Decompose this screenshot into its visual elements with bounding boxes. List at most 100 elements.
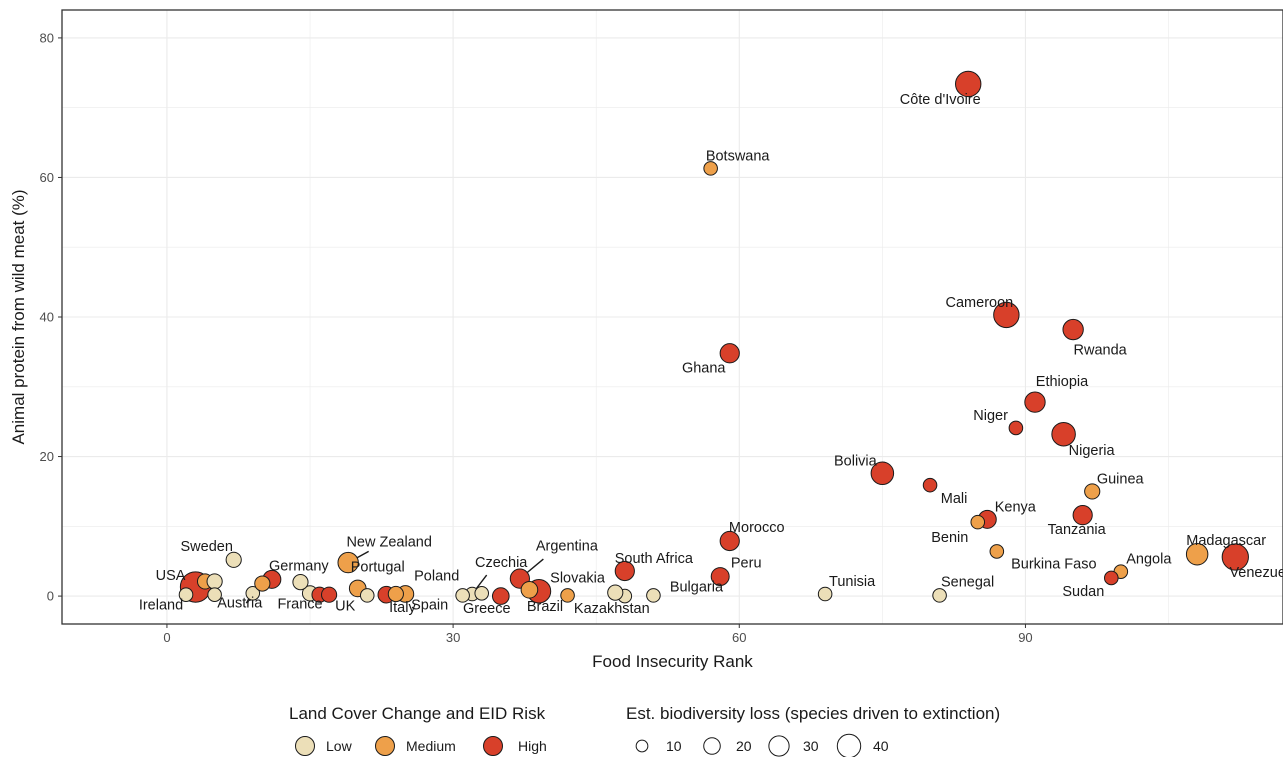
size-legend-items: 10 20 30 40 [635, 733, 889, 757]
size-legend-key [836, 733, 862, 757]
point-label: Bolivia [834, 453, 878, 469]
data-point [719, 530, 740, 552]
point-label: Morocco [729, 520, 785, 536]
data-point [359, 588, 375, 603]
data-point [474, 586, 490, 601]
color-legend-label: High [518, 738, 547, 754]
data-point [560, 588, 575, 603]
size-legend-key [768, 735, 790, 757]
point-label: Italy [389, 600, 416, 616]
data-point [337, 551, 359, 574]
data-point [922, 477, 938, 493]
data-point [254, 575, 271, 592]
point-label: UK [335, 598, 355, 614]
data-point [1185, 542, 1209, 566]
data-point [989, 544, 1005, 559]
data-point [455, 588, 470, 603]
point-label: Ireland [139, 598, 183, 614]
point-label: Senegal [941, 574, 994, 590]
color-legend-items: Low Medium High [295, 736, 547, 756]
point-label: South Africa [615, 551, 694, 567]
point-label: Niger [973, 408, 1008, 424]
data-point [206, 573, 223, 590]
point-label: Ghana [682, 360, 726, 376]
x-axis-title: Food Insecurity Rank [592, 652, 753, 671]
color-legend-title: Land Cover Change and EID Risk [289, 704, 546, 723]
size-legend-label: 30 [803, 738, 819, 754]
x-axis-ticks: 0 30 60 90 [163, 624, 1033, 645]
color-legend-key [483, 736, 503, 756]
point-label: Sudan [1062, 584, 1104, 600]
data-points [178, 70, 1249, 605]
data-point [321, 586, 338, 603]
x-tick-label: 60 [732, 630, 746, 645]
data-point [1008, 420, 1024, 436]
point-label: Rwanda [1074, 343, 1128, 359]
size-legend-label: 20 [736, 738, 752, 754]
data-point [719, 343, 740, 364]
color-legend-key [375, 736, 395, 756]
point-label: Burkina Faso [1011, 556, 1096, 572]
y-tick-label: 0 [47, 589, 54, 604]
y-axis-ticks: 0 20 40 60 80 [40, 30, 62, 604]
point-label: Cameroon [946, 295, 1014, 311]
data-point [245, 586, 261, 601]
data-point [870, 461, 895, 486]
point-label: Kazakhstan [574, 601, 650, 617]
data-point [970, 514, 986, 530]
point-label: France [277, 596, 322, 612]
color-legend-label: Medium [406, 738, 456, 754]
point-label: Czechia [475, 555, 528, 571]
data-point [607, 584, 624, 601]
point-label: Ethiopia [1036, 374, 1089, 390]
data-point [491, 587, 510, 605]
point-label: Tunisia [829, 574, 876, 590]
y-tick-label: 40 [40, 310, 54, 325]
data-point [817, 586, 833, 602]
size-legend-title: Est. biodiversity loss (species driven t… [626, 704, 1000, 723]
point-label: Brazil [527, 599, 563, 615]
color-legend-label: Low [326, 738, 353, 754]
y-tick-label: 20 [40, 449, 54, 464]
point-label: Peru [731, 556, 762, 572]
point-label: Greece [463, 601, 511, 617]
data-point [1104, 570, 1119, 586]
point-label: Madagascar [1186, 533, 1266, 549]
point-label: Angola [1126, 552, 1172, 568]
data-point [1024, 391, 1046, 413]
data-point [710, 567, 730, 587]
data-point [1084, 483, 1101, 500]
point-label: Botswana [706, 148, 771, 164]
data-point [207, 587, 222, 602]
point-label: Slovakia [550, 570, 606, 586]
point-label: Côte d'Ivoire [900, 92, 981, 108]
data-point [225, 551, 242, 568]
size-legend-label: 40 [873, 738, 889, 754]
point-label: Austria [217, 595, 263, 611]
point-label: Benin [931, 530, 968, 546]
y-axis-title: Animal protein from wild meat (%) [9, 189, 28, 444]
x-tick-label: 0 [163, 630, 170, 645]
data-point [1062, 318, 1084, 341]
data-point [1072, 505, 1093, 526]
point-label: Poland [414, 568, 459, 584]
data-point [178, 587, 194, 602]
data-point [993, 301, 1020, 329]
point-label: Portugal [351, 559, 405, 575]
point-label: Mali [941, 491, 968, 507]
point-label: Guinea [1097, 471, 1145, 487]
point-label: Spain [411, 597, 448, 613]
size-legend-label: 10 [666, 738, 682, 754]
point-label: New Zealand [346, 535, 431, 551]
point-label: Nigeria [1069, 443, 1116, 459]
point-label: Bulgaria [670, 579, 724, 595]
point-label: Tanzania [1048, 522, 1107, 538]
point-label: Argentina [536, 539, 599, 555]
data-point [520, 580, 539, 599]
data-point [703, 161, 718, 176]
size-legend-key [635, 739, 649, 753]
point-labels: Côte d'Ivoire Botswana Cameroon Rwanda Ghana… [139, 92, 1283, 617]
x-tick-label: 90 [1018, 630, 1032, 645]
point-label: Venezuela [1229, 565, 1283, 581]
color-legend-key [295, 736, 315, 756]
